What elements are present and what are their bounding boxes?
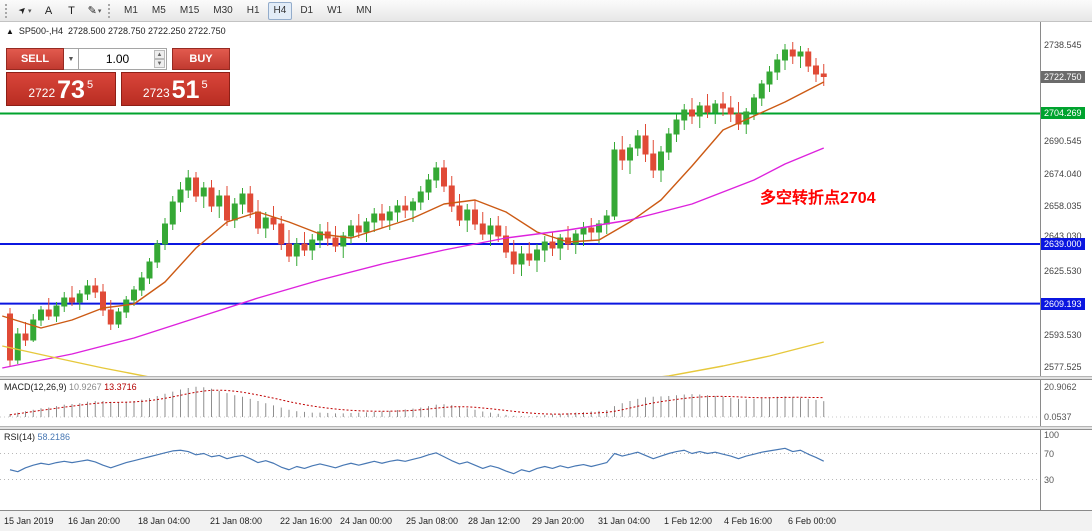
timeframe-button-M15[interactable]: M15 [179, 5, 200, 16]
price-label: 2658.035 [1044, 200, 1082, 211]
dropdown-caret-icon: ▾ [97, 7, 102, 15]
sell-price-big: 73 [57, 76, 85, 104]
price-line-label: 2639.000 [1041, 238, 1085, 250]
price-label: 2674.040 [1044, 168, 1082, 179]
price-label: 2577.525 [1044, 361, 1082, 372]
text-tool-icon: A [44, 4, 53, 17]
buy-price-big: 51 [171, 76, 200, 104]
time-label: 4 Feb 16:00 [724, 516, 773, 526]
macd-signal-value: 13.3716 [104, 382, 137, 392]
price-label: 2625.530 [1044, 265, 1082, 276]
rsi-scale-label: 30 [1044, 474, 1055, 485]
sell-price-display: 2722 73 5 [6, 72, 116, 106]
macd-label: MACD(12,26,9) 10.9267 13.3716 [4, 382, 137, 392]
price-line-label: 2609.193 [1041, 297, 1085, 310]
rsi-panel[interactable]: RSI(14) 58.2186 [0, 430, 1040, 510]
macd-scale-label: 20.9062 [1044, 381, 1077, 392]
rsi-chart[interactable] [0, 430, 1040, 510]
rsi-scale[interactable]: 100 70 30 [1040, 430, 1092, 510]
crosshair-tool-icon: T [68, 4, 75, 17]
volume-input[interactable] [79, 49, 166, 69]
time-label: 18 Jan 04:00 [138, 516, 191, 526]
chart-symbol-label: SP500-,H4 [18, 26, 63, 36]
time-label: 6 Feb 00:00 [788, 516, 837, 526]
panel-separator[interactable] [0, 426, 1092, 430]
volume-dropdown-button[interactable]: ▼ [64, 48, 79, 70]
buy-price-display: 2723 51 5 [120, 72, 230, 106]
timeframe-button-M5[interactable]: M5 [151, 5, 166, 16]
chart-annotation-text[interactable]: 多空转折点2704 [760, 190, 876, 207]
crosshair-tool[interactable]: T [61, 2, 82, 20]
macd-name: MACD(12,26,9) [4, 382, 67, 392]
panel-separator[interactable] [0, 376, 1092, 380]
sell-price-base: 2722 [28, 86, 56, 100]
toolbar: ➤ ▾ A T ✎ ▾ M1 M5 M15 M30 H1 H4 D1 W1 MN [0, 0, 1092, 22]
timeframe-button-M30[interactable]: M30 [213, 5, 233, 16]
chart-header: ▲ SP500-,H4 2728.500 2728.750 2722.250 2… [6, 26, 226, 36]
time-label: 25 Jan 08:00 [406, 516, 459, 526]
macd-main-value: 10.9267 [69, 382, 102, 392]
timeframe-button-D1[interactable]: D1 [300, 5, 314, 16]
price-label: 2738.545 [1044, 39, 1082, 50]
time-label: 21 Jan 08:00 [210, 516, 263, 526]
price-label: 2690.545 [1044, 135, 1082, 146]
sell-price-sup: 5 [86, 79, 94, 91]
timeframe-button-W1[interactable]: W1 [327, 5, 343, 16]
time-scale[interactable]: 15 Jan 2019 16 Jan 20:00 18 Jan 04:00 21 Ja… [0, 510, 1092, 531]
macd-scale-label: 0.0537 [1044, 411, 1072, 422]
drawing-tools-group: ➤ ▾ A T ✎ ▾ [14, 0, 106, 22]
current-price-label: 2722.750 [1041, 70, 1085, 83]
macd-chart[interactable] [0, 380, 1040, 426]
price-scale[interactable]: 2738.545 2690.545 2674.040 2658.035 2643.030… [1040, 22, 1092, 376]
time-label: 28 Jan 12:00 [468, 516, 521, 526]
text-tool[interactable]: A [38, 2, 59, 20]
timeframes-group: M1 M5 M15 M30 H1 H4 D1 W1 MN [117, 0, 379, 22]
draw-tool-icon: ✎ [87, 5, 97, 17]
timeframe-button-M1[interactable]: M1 [124, 5, 138, 16]
chart-ohlc-label: 2728.500 2728.750 2722.250 2722.750 [67, 26, 226, 36]
cursor-tool[interactable]: ➤ ▾ [15, 2, 36, 20]
volume-spinner: ▲ ▼ [154, 50, 165, 68]
rsi-scale-label: 100 [1044, 430, 1060, 440]
macd-panel[interactable]: MACD(12,26,9) 10.9267 13.3716 [0, 380, 1040, 426]
time-label: 16 Jan 20:00 [68, 516, 121, 526]
price-label: 2593.530 [1044, 329, 1082, 340]
rsi-label: RSI(14) 58.2186 [4, 432, 70, 442]
rsi-scale-label: 70 [1044, 448, 1055, 459]
buy-price-sup: 5 [201, 79, 208, 91]
volume-spin-up-icon[interactable]: ▲ [154, 50, 165, 59]
volume-field-wrap: ▲ ▼ [79, 48, 167, 70]
timeframe-button-H4[interactable]: H4 [267, 1, 293, 20]
volume-spin-down-icon[interactable]: ▼ [154, 59, 165, 68]
one-click-toggle-icon[interactable]: ▲ [6, 26, 14, 36]
buy-price-base: 2723 [142, 86, 170, 100]
candlestick-chart[interactable] [0, 22, 1040, 376]
time-label: 15 Jan 2019 [4, 516, 54, 526]
rsi-name: RSI(14) [4, 432, 36, 442]
time-label: 22 Jan 16:00 [280, 516, 333, 526]
timeframe-button-MN[interactable]: MN [356, 5, 372, 16]
price-label: 2643.030 [1044, 230, 1082, 241]
dropdown-caret-icon: ▾ [28, 7, 32, 15]
toolbar-grip[interactable] [108, 3, 113, 18]
buy-button[interactable]: BUY [172, 48, 230, 70]
time-label: 29 Jan 20:00 [532, 516, 585, 526]
time-label: 31 Jan 04:00 [598, 516, 651, 526]
rsi-value: 58.2186 [37, 432, 71, 442]
sell-button[interactable]: SELL [6, 48, 64, 70]
macd-scale[interactable]: 20.9062 0.0537 [1040, 380, 1092, 426]
timeframe-button-H1[interactable]: H1 [246, 5, 260, 16]
toolbar-grip[interactable] [5, 3, 10, 18]
draw-tool[interactable]: ✎ ▾ [84, 2, 105, 20]
main-chart-panel[interactable]: ▲ SP500-,H4 2728.500 2728.750 2722.250 2… [0, 22, 1040, 376]
price-line-label: 2704.269 [1041, 107, 1085, 120]
one-click-trading-panel: SELL ▼ ▲ ▼ BUY 2722 73 5 272 [6, 48, 230, 106]
time-label: 1 Feb 12:00 [664, 516, 713, 526]
time-label: 24 Jan 00:00 [340, 516, 393, 526]
